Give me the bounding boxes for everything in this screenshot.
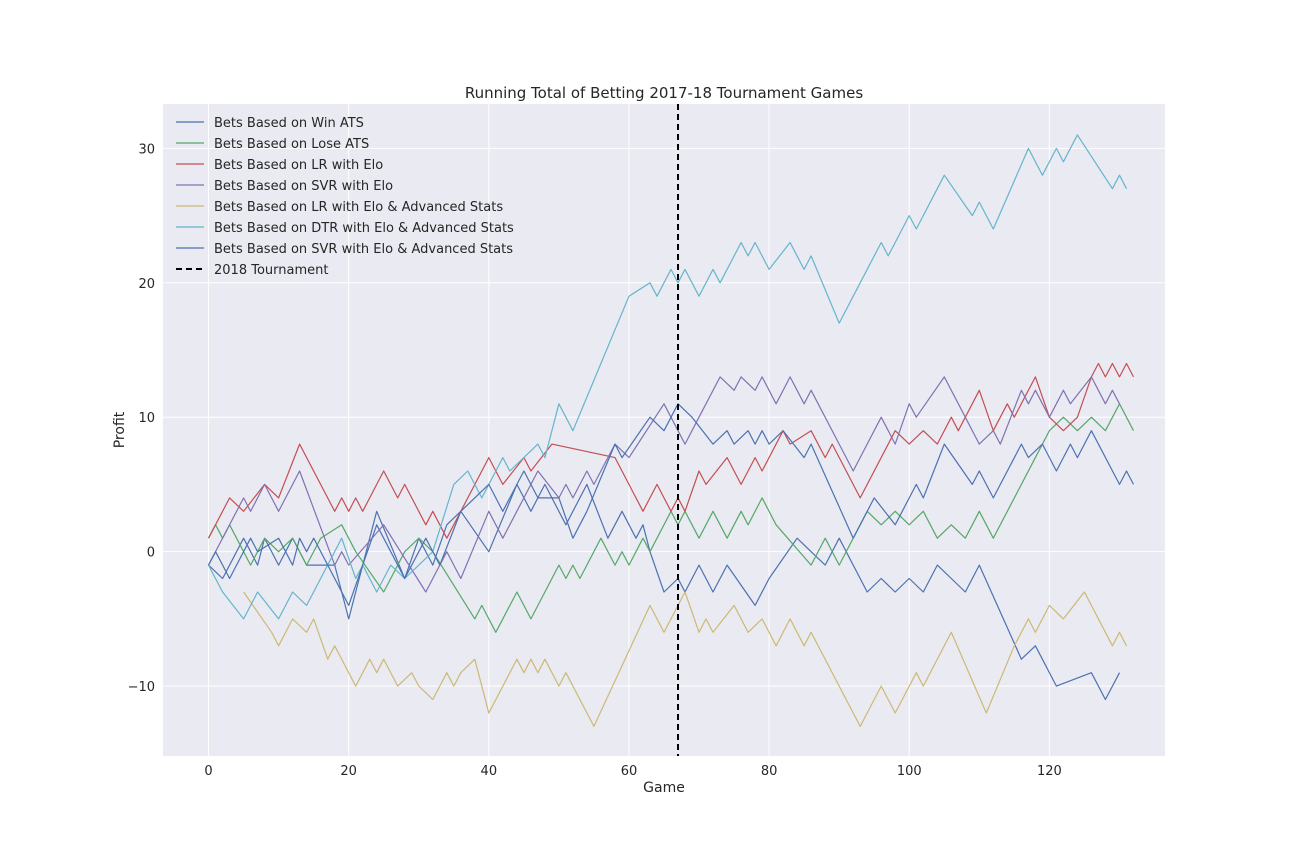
legend-label: Bets Based on SVR with Elo & Advanced St… (214, 242, 513, 257)
series-line-5 (243, 591, 1128, 728)
legend-label: Bets Based on LR with Elo & Advanced Sta… (214, 200, 503, 215)
legend-label: Bets Based on Lose ATS (214, 137, 369, 152)
x-tick-label: 40 (481, 764, 498, 779)
y-axis-label: Profit (112, 411, 128, 448)
chart-title: Running Total of Betting 2017-18 Tournam… (465, 84, 863, 102)
series-line-3 (207, 362, 1135, 539)
series-layer (207, 134, 1135, 728)
legend-label: Bets Based on DTR with Elo & Advanced St… (214, 221, 514, 236)
y-tick-label: 10 (138, 411, 155, 426)
series-line-1 (208, 483, 1121, 701)
y-tick-label: −10 (128, 680, 155, 695)
x-tick-label: 20 (340, 764, 357, 779)
x-tick-label: 60 (621, 764, 638, 779)
x-tick-label: 80 (761, 764, 778, 779)
x-axis-label: Game (643, 780, 685, 796)
series-line-6 (207, 134, 1128, 620)
series-line-7 (207, 403, 1135, 607)
legend-label: Bets Based on SVR with Elo (214, 179, 393, 194)
y-tick-label: 30 (138, 142, 155, 157)
y-tick-label: 0 (147, 546, 155, 561)
legend-label: 2018 Tournament (214, 263, 328, 278)
series-line-2 (207, 403, 1135, 633)
series-line-4 (207, 376, 1121, 593)
tick-label-layer: 0 20 40 60 80 100 120 −10 0 10 20 30 (128, 142, 1062, 779)
x-tick-label: 100 (897, 764, 922, 779)
legend-label: Bets Based on LR with Elo (214, 158, 383, 173)
x-tick-label: 0 (204, 764, 212, 779)
legend: Bets Based on Win ATS Bets Based on Lose … (176, 116, 514, 278)
legend-label: Bets Based on Win ATS (214, 116, 364, 131)
x-tick-label: 120 (1037, 764, 1062, 779)
y-tick-label: 20 (138, 277, 155, 292)
